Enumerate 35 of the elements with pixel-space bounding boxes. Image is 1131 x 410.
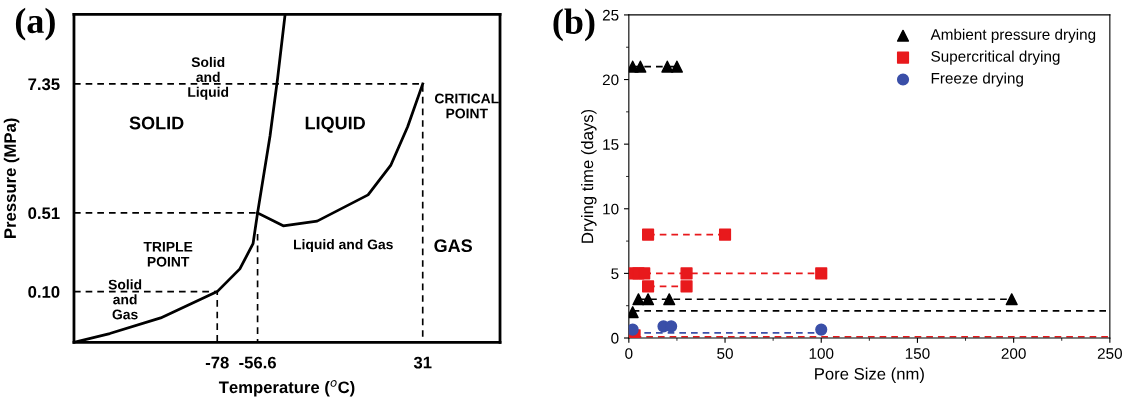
y-axis-title: Pressure (MPa) <box>3 118 20 238</box>
x-tick-label: 150 <box>905 348 930 359</box>
annotation: Solid and Liquid <box>188 56 229 100</box>
text: (b) <box>553 8 595 42</box>
x-tick-label: 0 <box>625 348 633 359</box>
annotation: Solid and Gas <box>108 279 142 320</box>
y-tick-label: 10 <box>603 203 619 215</box>
x-tick-label: 31 <box>413 356 432 369</box>
y-axis-title: Drying time (days) <box>581 109 597 243</box>
y-tick-label: 5 <box>611 268 619 280</box>
legend-label: Supercritical drying <box>931 50 1060 65</box>
y-tick-label: 0.10 <box>28 286 60 298</box>
annotation: GAS <box>434 239 473 253</box>
annotation: SOLID <box>129 116 184 130</box>
y-tick-label: 0.51 <box>28 207 60 220</box>
legend-label: Ambient pressure drying <box>930 28 1096 43</box>
x-axis-title: Pore Size (nm) <box>815 367 924 384</box>
y-tick-label: 25 <box>602 9 619 21</box>
annotation: Liquid and Gas <box>294 239 393 253</box>
x-axis-title: Temperature ($^{o}$C) <box>218 380 355 397</box>
x-tick-label: 250 <box>1097 348 1122 359</box>
x-tick-label: 100 <box>809 348 834 359</box>
y-tick-label: 7.35 <box>28 78 60 91</box>
annotation: LIQUID <box>305 116 365 133</box>
legend-label: Freeze drying <box>931 72 1023 87</box>
x-tick-label: -78 <box>205 356 229 369</box>
annotation: TRIPLE POINT <box>143 241 193 267</box>
y-tick-label: 20 <box>602 74 619 86</box>
x-tick-label: -56.6 <box>239 356 276 369</box>
x-tick-label: 50 <box>717 348 733 359</box>
x-tick-label: 200 <box>1001 348 1026 359</box>
y-tick-label: 15 <box>603 139 619 150</box>
y-tick-label: 0 <box>611 332 619 344</box>
text: (a) <box>15 7 55 41</box>
annotation: CRITICAL POINT <box>434 93 499 119</box>
